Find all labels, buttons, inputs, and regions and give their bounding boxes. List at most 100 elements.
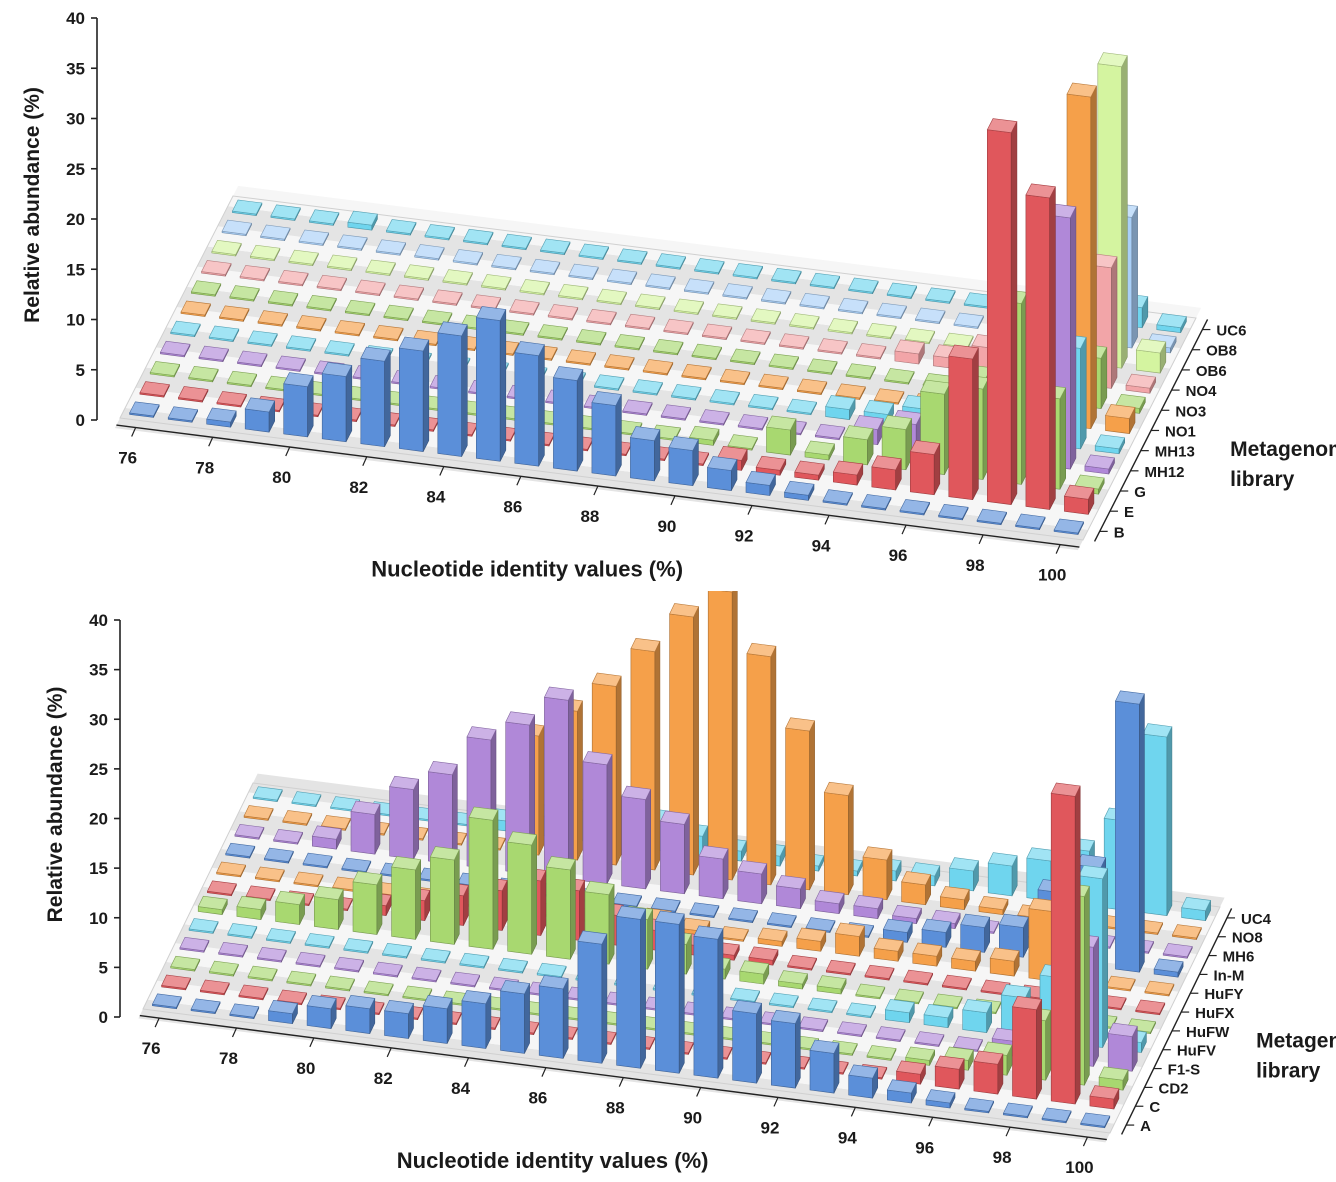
bar <box>796 927 827 952</box>
x-axis-title: Nucleotide identity values (%) <box>371 557 683 582</box>
bar <box>964 1097 995 1114</box>
bar <box>1135 999 1166 1016</box>
bar <box>732 263 764 280</box>
bar <box>509 299 540 316</box>
bar <box>547 304 579 321</box>
bar <box>275 355 306 372</box>
bar <box>962 999 993 1033</box>
x-tick-mark <box>928 1117 934 1127</box>
bar <box>827 318 859 335</box>
z-tick-label: MH6 <box>1223 949 1255 966</box>
z-tick-label: OB8 <box>1206 343 1237 360</box>
bar <box>1114 690 1145 973</box>
bar <box>384 999 414 1039</box>
bar <box>558 283 589 301</box>
x-tick-mark <box>747 505 753 515</box>
bar <box>787 954 818 971</box>
x-tick-label: 76 <box>142 1039 161 1058</box>
bar <box>343 938 374 954</box>
bar <box>886 282 918 299</box>
bar <box>934 1055 965 1090</box>
bar <box>775 875 806 910</box>
bar <box>730 987 761 1004</box>
z-tick-label: MH12 <box>1145 464 1185 481</box>
z-tick-label: A <box>1140 1118 1151 1135</box>
bar <box>799 292 830 310</box>
bar <box>459 952 490 969</box>
bar <box>498 957 528 974</box>
bar <box>450 971 481 988</box>
x-tick-mark <box>1005 1126 1011 1137</box>
bar <box>1080 1112 1111 1129</box>
bar <box>760 288 792 305</box>
bar <box>275 890 306 925</box>
bar <box>745 470 776 496</box>
bar <box>268 999 298 1025</box>
bar <box>206 880 237 897</box>
x-tick-label: 86 <box>528 1089 547 1108</box>
y-tick-label: 5 <box>99 958 108 977</box>
bar <box>864 964 895 981</box>
bar <box>411 966 442 983</box>
y-tick-label: 40 <box>66 9 85 28</box>
bar <box>398 336 430 452</box>
bar <box>873 937 904 962</box>
bar <box>925 287 956 304</box>
bar <box>746 642 777 886</box>
bar <box>778 333 810 350</box>
bar <box>892 904 922 924</box>
bar <box>750 308 782 325</box>
bar <box>785 717 816 891</box>
bar <box>291 791 322 807</box>
y-tick-label: 35 <box>66 59 85 78</box>
bar <box>350 800 381 855</box>
bar <box>244 397 276 433</box>
bar <box>229 1003 260 1020</box>
z-tick-label: MH13 <box>1155 444 1195 461</box>
bar <box>622 399 653 416</box>
bar <box>218 941 249 958</box>
floor-stripe <box>176 286 1150 429</box>
bar <box>861 494 892 511</box>
bar <box>707 591 738 881</box>
x-tick-label: 94 <box>838 1128 857 1147</box>
bar <box>282 810 313 826</box>
bar <box>701 323 733 340</box>
bar <box>421 309 453 326</box>
y-tick-label: 10 <box>66 311 85 330</box>
x-tick-label: 82 <box>374 1069 393 1088</box>
bar <box>586 308 617 326</box>
x-tick-label: 88 <box>606 1099 625 1118</box>
bar <box>285 335 317 352</box>
bar <box>302 852 333 869</box>
bar <box>871 455 902 491</box>
x-tick-mark <box>618 1077 624 1087</box>
bar <box>519 279 550 296</box>
z-tick-label: NO1 <box>1165 423 1196 440</box>
bar <box>180 300 211 317</box>
bar <box>219 305 250 322</box>
bar <box>363 980 394 997</box>
bar <box>766 912 797 928</box>
z-tick-label: HuFY <box>1204 986 1243 1003</box>
bar <box>537 324 568 341</box>
y-tick-label: 25 <box>89 760 108 779</box>
bar <box>424 224 455 241</box>
bar <box>748 946 779 966</box>
x-tick-label: 96 <box>889 546 908 565</box>
bar <box>699 409 730 426</box>
bar <box>832 460 864 486</box>
bar <box>326 254 358 271</box>
bar <box>296 315 327 332</box>
bar <box>814 889 845 915</box>
x-tick-mark <box>978 534 984 545</box>
bar <box>845 363 877 380</box>
bar <box>709 389 740 406</box>
bar <box>311 825 342 850</box>
bar <box>659 810 690 895</box>
bar <box>976 508 1008 526</box>
z-tick-label: NO8 <box>1232 930 1263 947</box>
bar <box>437 321 468 457</box>
z-tick-label: In-M <box>1214 967 1245 984</box>
bar <box>1105 404 1136 434</box>
